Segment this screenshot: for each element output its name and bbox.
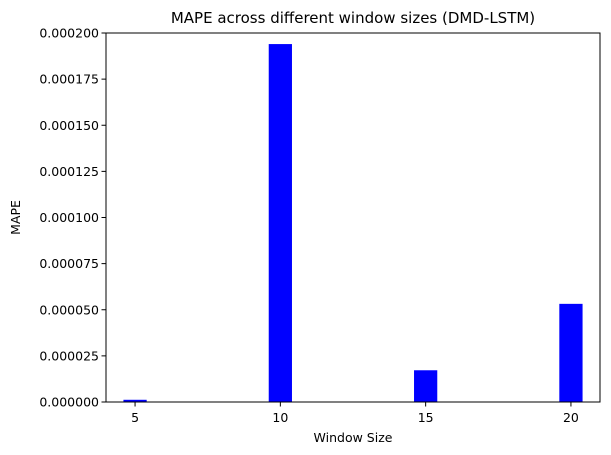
y-axis-title: MAPE <box>8 200 23 235</box>
y-tick-label: 0.000025 <box>39 348 99 363</box>
y-tick-label: 0.000125 <box>39 164 99 179</box>
y-tick-label: 0.000200 <box>39 26 99 41</box>
x-axis: 5 10 15 20 <box>131 402 579 425</box>
y-axis: 0.000000 0.000025 0.000050 0.000075 0.000100… <box>39 26 106 410</box>
y-tick-label: 0.000000 <box>39 395 99 410</box>
y-tick-label: 0.000050 <box>39 302 99 317</box>
bar-20 <box>559 303 583 402</box>
y-tick-label: 0.000075 <box>39 256 99 271</box>
plot-frame <box>105 32 601 403</box>
bar-10 <box>268 44 292 402</box>
bars-group <box>123 44 583 402</box>
x-tick-label: 5 <box>131 410 139 425</box>
y-tick-label: 0.000150 <box>39 118 99 133</box>
x-tick-label: 10 <box>272 410 288 425</box>
x-tick-label: 15 <box>418 410 434 425</box>
y-tick-label: 0.000100 <box>39 210 99 225</box>
y-tick-label: 0.000175 <box>39 72 99 87</box>
bar-5 <box>123 399 147 402</box>
x-tick-label: 20 <box>563 410 579 425</box>
chart-title: MAPE across different window sizes (DMD-… <box>171 9 535 27</box>
bar-15 <box>414 370 438 402</box>
x-axis-title: Window Size <box>314 430 393 445</box>
